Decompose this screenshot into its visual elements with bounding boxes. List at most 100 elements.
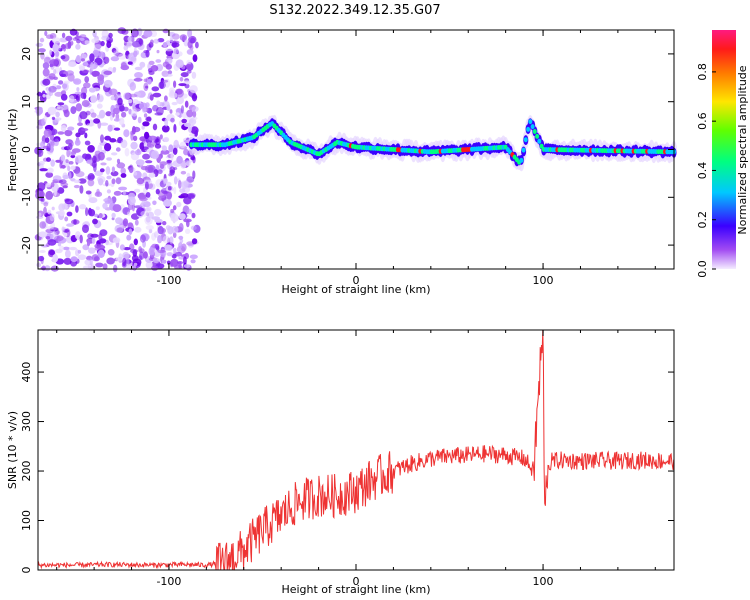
- noise-speckle: [45, 190, 54, 200]
- noise-speckle: [143, 251, 148, 259]
- noise-speckle: [148, 135, 157, 141]
- noise-speckle: [170, 208, 175, 214]
- noise-speckle: [45, 183, 51, 188]
- noise-speckle: [171, 101, 178, 106]
- noise-speckle: [82, 265, 92, 270]
- noise-speckle: [130, 249, 138, 254]
- noise-speckle: [81, 128, 89, 132]
- noise-speckle: [178, 222, 184, 232]
- noise-speckle: [75, 103, 83, 112]
- snr-x-label: Height of straight line (km): [281, 583, 430, 596]
- spectrogram-noise-region: [34, 27, 201, 273]
- noise-speckle: [67, 40, 72, 49]
- noise-speckle: [79, 34, 87, 39]
- noise-speckle: [141, 125, 145, 130]
- noise-speckle: [106, 157, 112, 161]
- spectrogram-x-tick-label: 0: [353, 274, 360, 287]
- noise-speckle: [118, 186, 128, 191]
- noise-speckle: [154, 244, 160, 249]
- noise-speckle: [192, 156, 196, 164]
- noise-speckle: [115, 217, 123, 225]
- noise-speckle: [176, 88, 184, 98]
- noise-speckle: [116, 162, 126, 169]
- noise-speckle: [120, 139, 128, 149]
- noise-speckle: [134, 188, 141, 193]
- ridge-core: [519, 157, 524, 163]
- snr-panel: 0 100 200 300 400 -100 0 100 Height of straigh…: [6, 329, 675, 596]
- noise-speckle: [97, 175, 106, 183]
- noise-speckle: [77, 122, 83, 126]
- noise-speckle: [119, 117, 125, 126]
- noise-speckle: [105, 242, 113, 246]
- noise-speckle: [183, 264, 191, 268]
- noise-speckle: [53, 187, 57, 197]
- noise-speckle: [98, 213, 103, 219]
- noise-speckle: [162, 221, 167, 226]
- noise-speckle: [61, 44, 66, 50]
- noise-speckle: [155, 188, 160, 195]
- noise-speckle: [191, 106, 199, 112]
- noise-speckle: [101, 35, 110, 41]
- noise-speckle: [68, 61, 77, 67]
- noise-speckle: [128, 228, 133, 235]
- noise-speckle: [73, 184, 80, 189]
- noise-speckle: [68, 171, 72, 180]
- noise-speckle: [104, 135, 111, 141]
- noise-speckle: [159, 134, 163, 140]
- noise-speckle: [151, 86, 160, 92]
- ridge-core: [528, 119, 533, 125]
- noise-speckle: [97, 144, 103, 153]
- noise-speckle: [135, 128, 139, 132]
- noise-speckle: [60, 104, 69, 110]
- noise-speckle: [187, 208, 193, 215]
- noise-speckle: [111, 166, 115, 173]
- colorbar-ticks: 0.0 0.2 0.4 0.6 0.8: [696, 63, 716, 278]
- noise-speckle: [160, 149, 170, 155]
- noise-speckle: [48, 85, 57, 93]
- noise-speckle: [69, 246, 77, 251]
- noise-speckle: [84, 140, 91, 146]
- noise-speckle: [51, 37, 61, 44]
- noise-speckle: [134, 149, 142, 156]
- noise-speckle: [126, 211, 131, 216]
- noise-speckle: [103, 70, 113, 76]
- noise-speckle: [142, 146, 149, 150]
- noise-speckle: [163, 199, 172, 207]
- noise-speckle: [190, 259, 196, 264]
- noise-speckle: [191, 212, 196, 219]
- ridge-core: [532, 129, 537, 134]
- noise-speckle: [49, 59, 58, 67]
- noise-speckle: [178, 180, 182, 189]
- noise-speckle: [47, 209, 52, 215]
- colorbar-tick-label: 0.6: [696, 112, 709, 130]
- noise-speckle: [50, 182, 55, 188]
- noise-speckle: [73, 179, 81, 184]
- noise-speckle: [90, 94, 97, 104]
- noise-speckle: [157, 38, 165, 43]
- noise-speckle: [112, 107, 120, 115]
- noise-speckle: [74, 155, 84, 164]
- noise-speckle: [51, 116, 56, 120]
- snr-y-ticks: 0 100 200 300 400: [20, 362, 674, 574]
- noise-speckle: [176, 201, 182, 208]
- noise-speckle: [96, 103, 103, 109]
- noise-speckle: [164, 95, 168, 102]
- noise-speckle: [180, 181, 189, 189]
- noise-speckle: [77, 249, 82, 254]
- noise-speckle: [122, 190, 126, 196]
- noise-speckle: [62, 83, 68, 89]
- noise-speckle: [91, 254, 99, 262]
- noise-speckle: [149, 94, 154, 101]
- noise-speckle: [106, 40, 112, 49]
- noise-speckle: [39, 168, 48, 172]
- noise-speckle: [189, 254, 198, 260]
- noise-speckle: [156, 100, 161, 107]
- snr-y-tick-label: 300: [20, 411, 33, 432]
- noise-speckle: [121, 111, 127, 118]
- noise-speckle: [186, 49, 194, 55]
- noise-speckle: [172, 232, 177, 238]
- noise-speckle: [92, 30, 97, 38]
- noise-speckle: [75, 95, 80, 101]
- noise-speckle: [86, 123, 95, 127]
- noise-speckle: [195, 41, 199, 49]
